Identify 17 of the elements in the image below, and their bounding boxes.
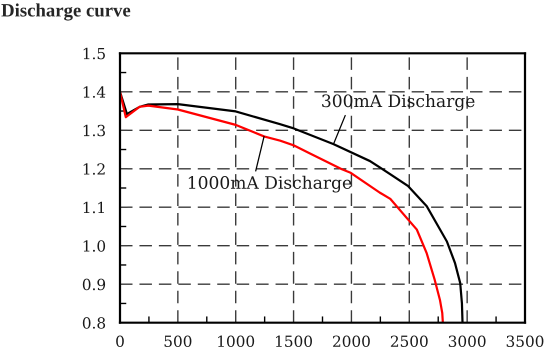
x-tick-label: 500 <box>164 335 192 348</box>
chart-title: Discharge curve <box>1 3 130 21</box>
x-tick-label: 3500 <box>506 335 544 348</box>
x-tick-label: 3000 <box>448 335 486 348</box>
y-tick-label: 1.5 <box>84 48 105 60</box>
y-tick-label: 1.4 <box>84 86 106 98</box>
y-tick-label: 0.9 <box>82 278 106 290</box>
y-tick-label: 0.8 <box>82 317 106 329</box>
x-tick-label: 2000 <box>333 335 370 348</box>
y-tick-label: 1.0 <box>84 240 106 252</box>
y-tick-label: 1.1 <box>84 202 104 214</box>
x-tick-label: 2500 <box>390 335 428 348</box>
x-tick-label: 0 <box>116 335 124 348</box>
x-tick-label: 1500 <box>276 335 312 348</box>
y-tick-label: 1.2 <box>84 163 105 175</box>
y-tick-label: 1.3 <box>84 124 105 136</box>
x-tick-label: 1000 <box>218 335 254 348</box>
